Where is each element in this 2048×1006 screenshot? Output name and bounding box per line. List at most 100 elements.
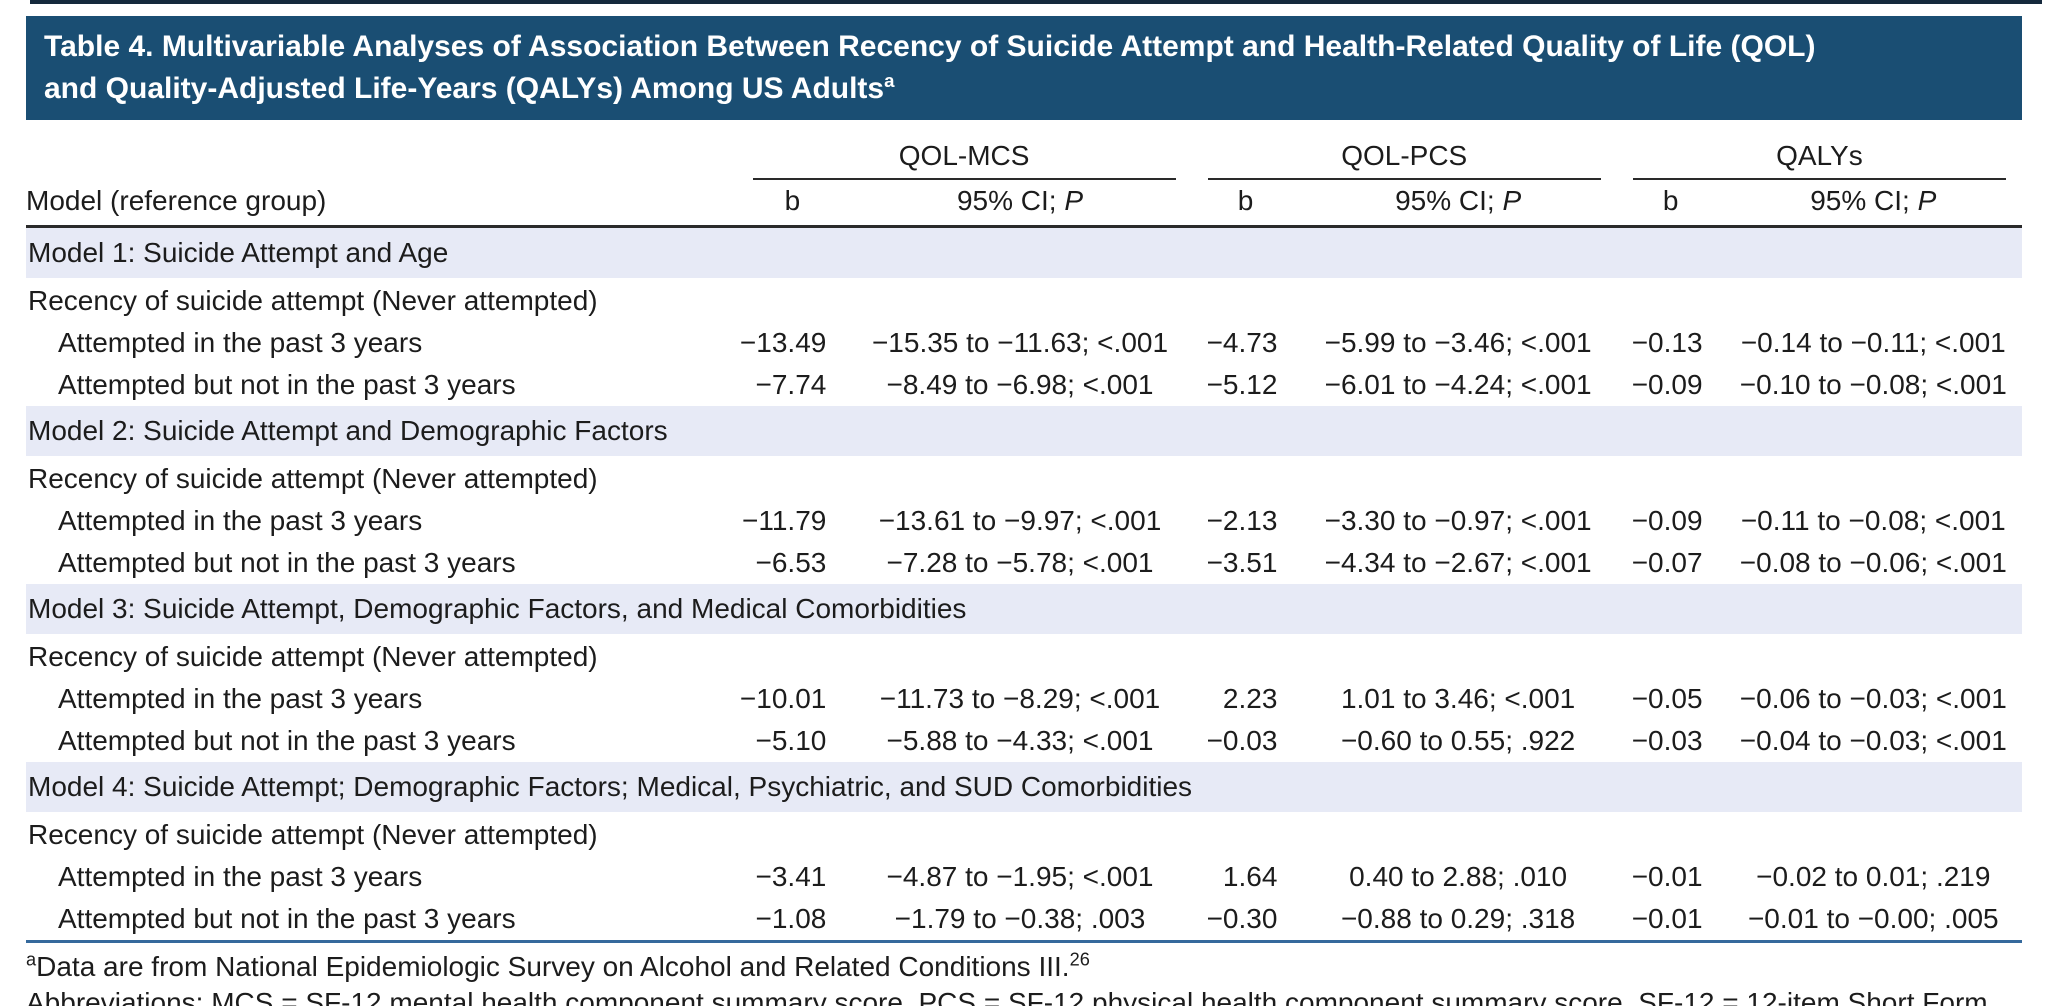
group-label-model-2: Recency of suicide attempt (Never attemp… — [28, 463, 598, 494]
row-label: Attempted but not in the past 3 years — [58, 725, 516, 756]
table-row: Attempted but not in the past 3 years −1… — [26, 898, 2022, 940]
row-label: Attempted in the past 3 years — [58, 327, 423, 358]
ci-label: 95% CI; — [956, 185, 1065, 216]
p-label: P — [1917, 185, 1937, 216]
group-header-qalys: QALYs — [1617, 134, 2022, 180]
table-row: Attempted in the past 3 years −11.79 −13… — [26, 500, 2022, 542]
qalys-ci-value: −0.04 to −0.03; <.001 — [1739, 725, 2007, 756]
pcs-ci-value: −3.30 to −0.97; <.001 — [1324, 505, 1592, 536]
qalys-b-value: −0.13 — [1631, 327, 1703, 358]
table-header: QOL-MCS QOL-PCS QALYs Model (reference g… — [26, 134, 2022, 228]
group-label-row: Recency of suicide attempt (Never attemp… — [26, 812, 2022, 856]
pcs-ci-value: 0.40 to 2.88; .010 — [1349, 861, 1568, 892]
qalys-ci-value: −0.14 to −0.11; <.001 — [1740, 327, 2006, 358]
p-label: P — [1502, 185, 1522, 216]
table-title-banner: Table 4. Multivariable Analyses of Assoc… — [26, 16, 2022, 120]
table-title-line1: Table 4. Multivariable Analyses of Assoc… — [44, 30, 1816, 63]
qalys-ci-value: −0.02 to 0.01; .219 — [1756, 861, 1991, 892]
pcs-ci-value: 1.01 to 3.46; <.001 — [1340, 683, 1576, 714]
table-row: Attempted in the past 3 years −13.49 −15… — [26, 322, 2022, 364]
pcs-ci-value: −0.60 to 0.55; .922 — [1340, 725, 1576, 756]
column-header-model: Model (reference group) — [26, 180, 737, 228]
group-header-qol-mcs: QOL-MCS — [737, 134, 1192, 180]
mcs-ci-value: −4.87 to −1.95; <.001 — [886, 861, 1154, 892]
section-heading-model-2: Model 2: Suicide Attempt and Demographic… — [26, 406, 2022, 456]
column-header-ci-pcs: 95% CI; P — [1299, 180, 1617, 228]
table-bottom-rule — [26, 940, 2022, 943]
table-title-line2-text: and Quality-Adjusted Life-Years (QALYs) … — [44, 72, 885, 105]
qalys-ci-value: −0.10 to −0.08; <.001 — [1739, 369, 2007, 400]
row-label: Attempted in the past 3 years — [58, 683, 423, 714]
column-header-b-mcs: b — [736, 180, 849, 228]
mcs-b-value: −1.08 — [755, 903, 827, 934]
p-label: P — [1064, 185, 1084, 216]
table-title-line2: and Quality-Adjusted Life-Years (QALYs) … — [44, 68, 2004, 110]
mcs-b-value: −11.79 — [742, 505, 827, 536]
row-label: Attempted but not in the past 3 years — [58, 903, 516, 934]
mcs-ci-value: −15.35 to −11.63; <.001 — [871, 327, 1169, 358]
ci-label: 95% CI; — [1810, 185, 1918, 216]
mcs-ci-value: −13.61 to −9.97; <.001 — [878, 505, 1162, 536]
table-row: Attempted but not in the past 3 years −5… — [26, 720, 2022, 762]
mcs-b-value: −7.74 — [755, 369, 827, 400]
pcs-b-value: −2.13 — [1206, 505, 1278, 536]
row-label: Attempted in the past 3 years — [58, 505, 423, 536]
qalys-ci-value: −0.06 to −0.03; <.001 — [1739, 683, 2007, 714]
top-edge-rule — [30, 0, 2042, 4]
group-header-spacer — [26, 134, 737, 180]
group-label-row: Recency of suicide attempt (Never attemp… — [26, 278, 2022, 322]
section-heading-model-4: Model 4: Suicide Attempt; Demographic Fa… — [26, 762, 2022, 812]
table-row: Attempted in the past 3 years −3.41 −4.8… — [26, 856, 2022, 898]
column-header-ci-mcs: 95% CI; P — [848, 180, 1192, 228]
column-header-row: Model (reference group) b 95% CI; P b 95… — [26, 180, 2022, 228]
mcs-ci-value: −8.49 to −6.98; <.001 — [886, 369, 1154, 400]
row-label: Attempted but not in the past 3 years — [58, 369, 516, 400]
mcs-ci-value: −1.79 to −0.38; .003 — [894, 903, 1146, 934]
pcs-ci-value: −0.88 to 0.29; .318 — [1340, 903, 1576, 934]
mcs-b-value: −3.41 — [755, 861, 827, 892]
row-label: Attempted but not in the past 3 years — [58, 547, 516, 578]
pcs-b-value: −0.03 — [1206, 725, 1278, 756]
footnote-reference-number: 26 — [1069, 949, 1090, 970]
pcs-ci-value: −6.01 to −4.24; <.001 — [1324, 369, 1592, 400]
mcs-ci-value: −5.88 to −4.33; <.001 — [886, 725, 1154, 756]
row-label: Attempted in the past 3 years — [58, 861, 423, 892]
pcs-b-value: −5.12 — [1206, 369, 1278, 400]
section-heading-row: Model 1: Suicide Attempt and Age — [26, 226, 2022, 278]
pcs-ci-value: −4.34 to −2.67; <.001 — [1324, 547, 1592, 578]
footnote-abbreviations-line1: Abbreviations: MCS = SF-12 mental health… — [26, 986, 1996, 1006]
qalys-b-value: −0.01 — [1631, 903, 1703, 934]
group-label-model-3: Recency of suicide attempt (Never attemp… — [28, 641, 598, 672]
table-row: Attempted in the past 3 years −10.01 −11… — [26, 678, 2022, 720]
column-header-ci-qalys: 95% CI; P — [1724, 180, 2022, 228]
pcs-b-value: 1.64 — [1222, 861, 1278, 892]
pcs-b-value: 2.23 — [1222, 683, 1278, 714]
pcs-b-value: −3.51 — [1206, 547, 1278, 578]
pcs-b-value: −0.30 — [1206, 903, 1278, 934]
mcs-b-value: −10.01 — [739, 683, 827, 714]
footnote-source: aData are from National Epidemiologic Su… — [26, 949, 2022, 985]
qalys-ci-value: −0.08 to −0.06; <.001 — [1739, 547, 2007, 578]
section-heading-row: Model 3: Suicide Attempt, Demographic Fa… — [26, 584, 2022, 634]
mcs-b-value: −5.10 — [755, 725, 827, 756]
footnote-source-text: Data are from National Epidemiologic Sur… — [36, 951, 1070, 982]
qalys-b-value: −0.09 — [1631, 369, 1703, 400]
pcs-ci-value: −5.99 to −3.46; <.001 — [1324, 327, 1592, 358]
mcs-b-value: −13.49 — [739, 327, 827, 358]
data-table: QOL-MCS QOL-PCS QALYs Model (reference g… — [26, 134, 2022, 940]
footnotes: aData are from National Epidemiologic Su… — [26, 949, 2022, 1006]
mcs-ci-value: −7.28 to −5.78; <.001 — [886, 547, 1154, 578]
group-header-qol-pcs: QOL-PCS — [1192, 134, 1617, 180]
mcs-ci-value: −11.73 to −8.29; <.001 — [879, 683, 1161, 714]
column-header-b-qalys: b — [1616, 180, 1725, 228]
ci-label: 95% CI; — [1395, 185, 1503, 216]
group-label-row: Recency of suicide attempt (Never attemp… — [26, 456, 2022, 500]
footnote-marker-a: a — [26, 949, 37, 970]
section-heading-row: Model 4: Suicide Attempt; Demographic Fa… — [26, 762, 2022, 812]
qalys-ci-value: −0.01 to −0.00; .005 — [1747, 903, 1999, 934]
group-label-row: Recency of suicide attempt (Never attemp… — [26, 634, 2022, 678]
qalys-b-value: −0.07 — [1631, 547, 1703, 578]
qalys-b-value: −0.05 — [1631, 683, 1703, 714]
group-header-row: QOL-MCS QOL-PCS QALYs — [26, 134, 2022, 180]
